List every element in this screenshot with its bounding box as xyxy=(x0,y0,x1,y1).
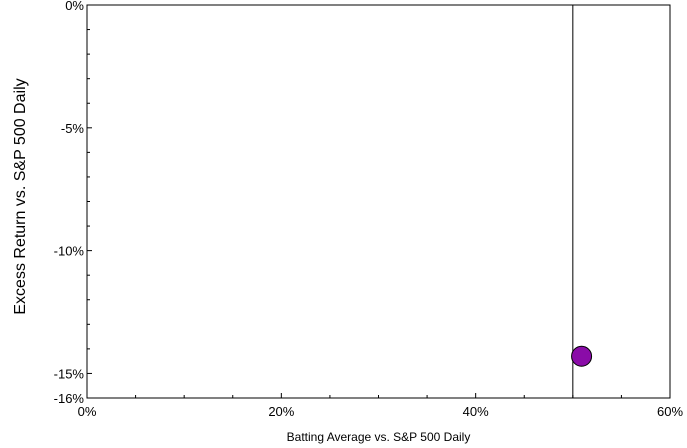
x-tick-label: 40% xyxy=(463,404,489,419)
y-axis-title: Excess Return vs. S&P 500 Daily xyxy=(12,78,29,314)
data-points xyxy=(571,345,593,367)
data-point xyxy=(571,345,593,367)
x-axis-ticks: 0% 20% 40% 60% xyxy=(78,393,683,419)
y-axis-ticks: 0% -5% -10% -15% -16% xyxy=(54,0,92,406)
x-tick-label: 0% xyxy=(78,404,97,419)
y-tick-label: 0% xyxy=(65,0,84,13)
y-tick-label: -10% xyxy=(54,244,85,259)
x-tick-label: 60% xyxy=(657,404,683,419)
x-axis-title: Batting Average vs. S&P 500 Daily xyxy=(287,430,471,444)
y-tick-label: -16% xyxy=(54,391,85,406)
x-tick-label: 20% xyxy=(268,404,294,419)
y-tick-label: -15% xyxy=(54,366,85,381)
plot-area xyxy=(86,4,671,399)
minor-ticks xyxy=(87,29,622,398)
y-tick-label: -5% xyxy=(61,121,85,136)
